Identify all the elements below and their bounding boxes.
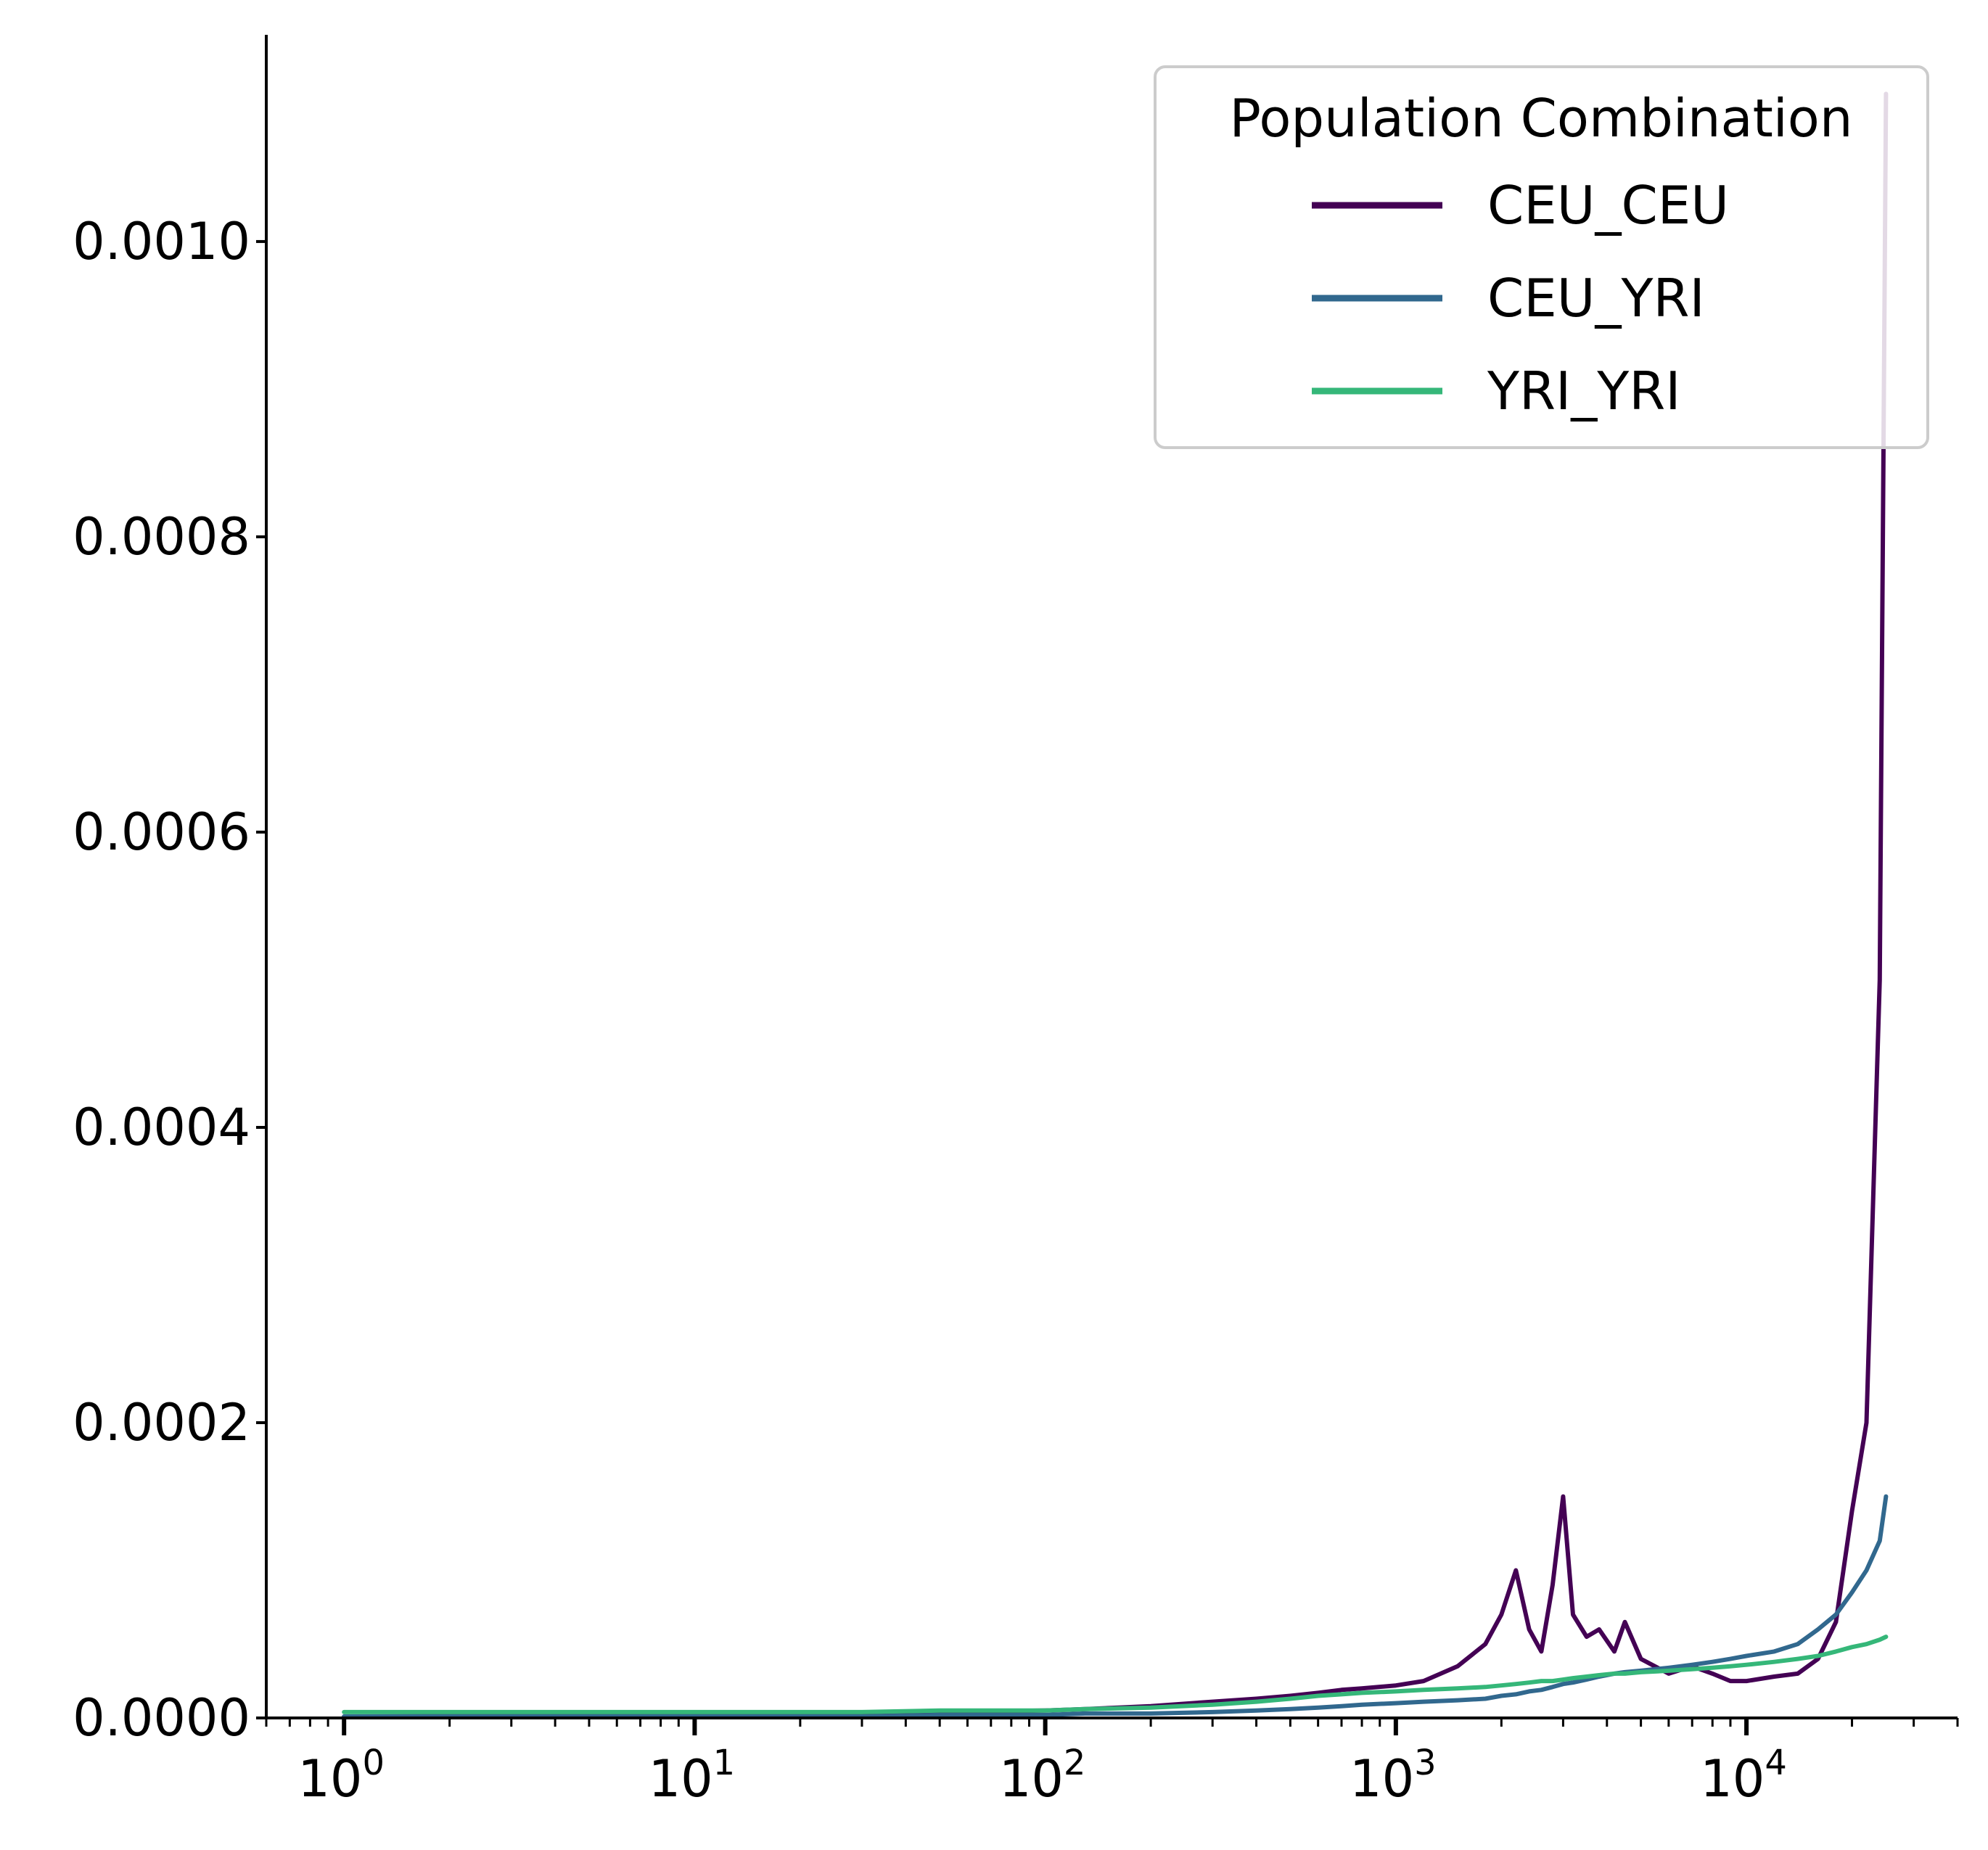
x-tick-label: 101: [649, 1743, 736, 1809]
legend-frame: [1154, 65, 1929, 449]
y-tick-label: 0.0004: [73, 1098, 250, 1157]
legend-label-ceu-ceu: CEU_CEU: [1487, 175, 1729, 236]
legend-label-yri-yri: YRI_YRI: [1487, 361, 1680, 422]
series-line-ceu-ceu: [342, 91, 1889, 1719]
legend-title: Population Combination: [1229, 88, 1852, 149]
legend: Population Combination CEU_CEU CEU_YRI Y…: [1154, 65, 1929, 449]
x-tick-label: 102: [999, 1743, 1086, 1809]
y-tick-label: 0.0002: [73, 1393, 250, 1452]
x-tick-label: 103: [1350, 1743, 1437, 1809]
series-layer: [342, 91, 1889, 1719]
x-tick-label: 104: [1700, 1743, 1787, 1809]
y-tick-label: 0.0000: [73, 1688, 250, 1748]
x-minor-ticks: [265, 1718, 1959, 1727]
series-line-ceu-yri: [342, 1494, 1889, 1719]
x-tick-label: 100: [297, 1743, 385, 1809]
series-line-yri-yri: [342, 1635, 1889, 1714]
y-tick-label: 0.0006: [73, 802, 250, 862]
x-ticks: 100 101 102 103 104: [297, 1718, 1787, 1809]
legend-label-ceu-yri: CEU_YRI: [1487, 268, 1705, 329]
y-ticks: 0.0000 0.0002 0.0004 0.0006 0.0008 0.0010: [73, 212, 266, 1748]
y-tick-label: 0.0010: [73, 212, 250, 271]
y-tick-label: 0.0008: [73, 507, 250, 567]
